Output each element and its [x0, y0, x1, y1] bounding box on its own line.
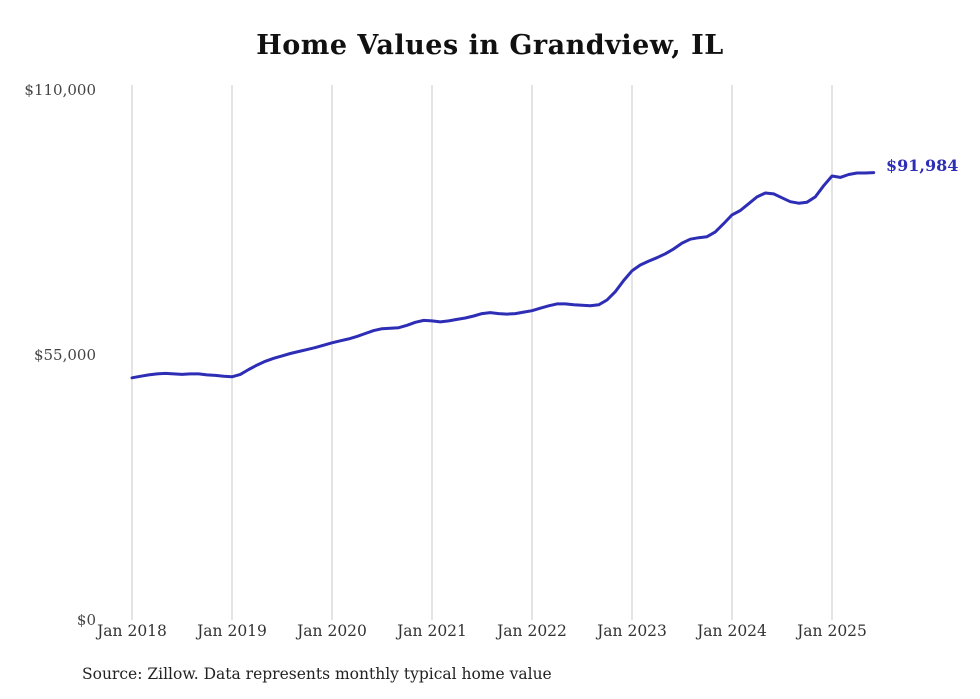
x-axis-tick-label: Jan 2024 — [697, 622, 767, 640]
y-axis-tick-label: $55,000 — [33, 346, 96, 364]
x-axis-tick-label: Jan 2020 — [297, 622, 367, 640]
x-axis-tick-label: Jan 2019 — [197, 622, 267, 640]
source-note: Source: Zillow. Data represents monthly … — [82, 665, 552, 683]
x-axis-tick-label: Jan 2023 — [597, 622, 667, 640]
y-axis-tick-label: $0 — [76, 611, 96, 629]
y-axis-tick-label: $110,000 — [24, 81, 96, 99]
x-axis-tick-label: Jan 2022 — [497, 622, 567, 640]
x-axis-tick-label: Jan 2025 — [797, 622, 867, 640]
x-axis-tick-label: Jan 2021 — [397, 622, 467, 640]
x-axis-tick-label: Jan 2018 — [97, 622, 167, 640]
chart-title: Home Values in Grandview, IL — [256, 30, 724, 61]
home-value-line — [130, 171, 876, 380]
latest-value-label: $91,984 — [886, 156, 959, 175]
